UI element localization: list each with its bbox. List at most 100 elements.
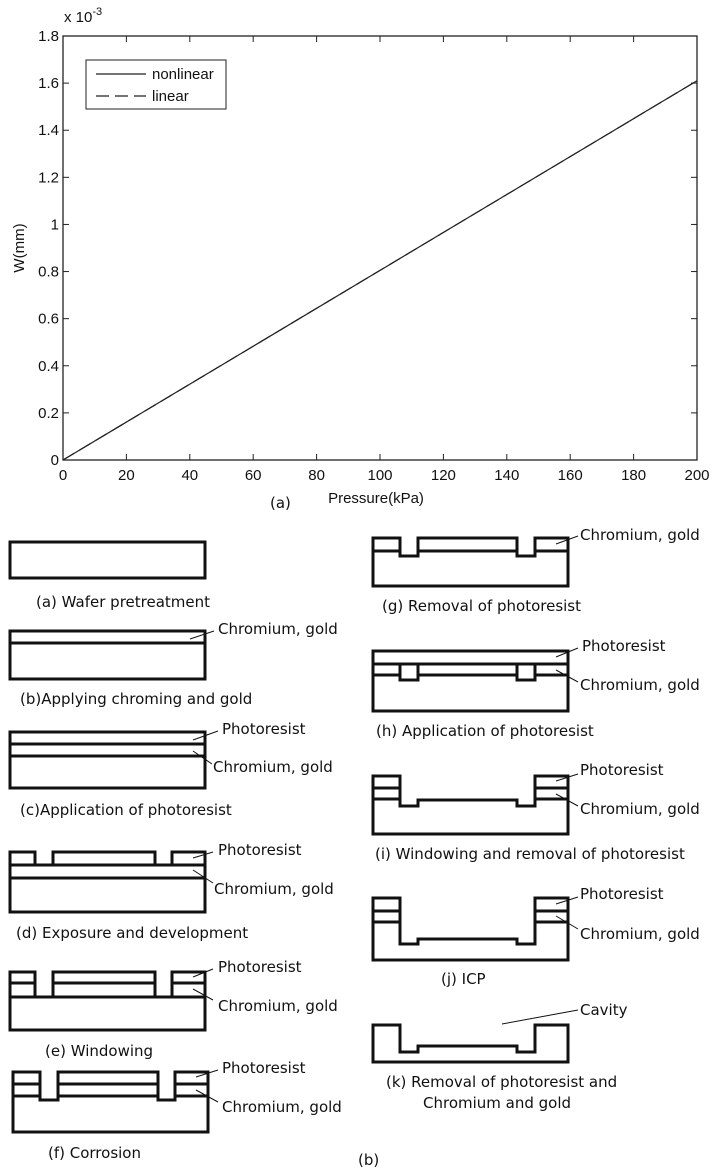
photoresist [170,850,207,867]
y-tick-label: 0.2 [38,405,59,422]
label-chromium-gold: Chromium, gold [222,1098,342,1116]
series-line-linear [62,80,698,461]
photoresist-chromium [170,970,207,999]
label-cavity: Cavity [580,1001,628,1019]
photoresist-chromium [533,896,570,924]
leader-line [555,535,579,545]
caption-g: (g) Removal of photoresist [382,597,581,615]
wafer [371,797,570,836]
leader-line [192,968,214,978]
chart-panel-label: (a) [270,494,291,512]
leader-line [192,869,214,884]
legend-label-linear: linear [152,88,189,105]
label-chromium-gold: Chromium, gold [218,997,338,1015]
wafer [11,1094,210,1134]
caption-a: (a) Wafer pretreatment [36,593,210,611]
photoresist [51,850,157,867]
photoresist-chromium [51,970,157,999]
photoresist-chromium [533,774,570,801]
label-photoresist: Photoresist [222,720,306,738]
label-chromium-gold: Chromium, gold [580,925,700,943]
y-tick-label: 1.8 [38,28,59,45]
label-chromium-gold: Chromium, gold [580,676,700,694]
caption-b: (b)Applying chroming and gold [20,690,252,708]
chart: 0 20 40 60 80 100 120 140 160 180 200 0 0.2 0.4 0.6 0.8… [11,6,710,512]
y-tick-label: 1 [51,216,59,233]
caption-c: (c)Application of photoresist [20,801,232,819]
photoresist-chromium [8,970,37,999]
caption-e: (e) Windowing [45,1042,153,1060]
x-tick-label: 100 [367,467,392,484]
legend-label-nonlinear: nonlinear [152,66,214,83]
wafer [8,995,207,1032]
caption-h: (h) Application of photoresist [376,722,594,740]
x-tick-label: 140 [494,467,519,484]
y-tick-label: 1.6 [38,75,59,92]
y-axis-label: W(mm) [11,223,28,272]
label-chromium-gold: Chromium, gold [218,620,338,638]
leader-line [501,1009,579,1025]
caption-d: (d) Exposure and development [16,924,248,942]
chromium [416,536,519,553]
legend: nonlinear linear [85,59,227,110]
y-tick-label: 0.6 [38,311,59,328]
photoresist-chromium [371,896,402,924]
caption-k: (k) Removal of photoresist and [386,1073,617,1091]
x-tick-label: 120 [431,467,456,484]
wafer [8,863,207,914]
diagram-panel-label: (b) [358,1151,379,1169]
leader-line [192,750,213,765]
x-tick-label: 200 [684,467,709,484]
wafer [8,629,207,681]
x-tick-label: 80 [308,467,325,484]
y-tick-label: 1.2 [38,169,59,186]
chromium [533,536,570,553]
caption-k-line2: Chromium and gold [423,1094,571,1112]
leader-line [555,647,579,658]
x-tick-label: 160 [558,467,583,484]
x-tick-label: 20 [118,467,135,484]
legend-box [85,59,227,110]
x-tick-label: 0 [59,467,67,484]
photoresist-chromium [56,1070,160,1098]
leader-line [192,988,214,1001]
wafer [371,673,570,713]
label-photoresist: Photoresist [222,1059,306,1077]
wafer [371,549,570,588]
photoresist-chromium [371,774,402,801]
label-chromium-gold: Chromium, gold [580,800,700,818]
wafer [8,540,207,580]
label-photoresist: Photoresist [580,761,664,779]
photoresist [371,649,570,666]
label-photoresist: Photoresist [218,958,302,976]
wafer [371,920,570,962]
leader-line [189,630,215,640]
y-tick-label: 1.4 [38,122,59,139]
leader-line [192,851,214,859]
y-tick-label: 0.8 [38,264,59,281]
wafer [371,1023,570,1064]
label-chromium-gold: Chromium, gold [580,526,700,544]
label-photoresist: Photoresist [580,885,664,903]
label-chromium-gold: Chromium, gold [213,758,333,776]
y-tick-label: 0 [51,452,59,469]
leader-line [192,730,219,741]
leader-line [555,793,579,807]
label-photoresist: Photoresist [218,841,302,859]
y-multiplier: x 10-3 [64,6,102,26]
x-axis-label: Pressure(kPa) [328,490,424,507]
chromium [371,662,402,677]
wafer [8,730,207,790]
x-tick-label: 180 [621,467,646,484]
photoresist [8,850,37,867]
x-tick-label: 40 [181,467,198,484]
leader-line [195,1069,219,1078]
y-tick-label: 0.4 [38,358,59,375]
x-tick-label: 60 [245,467,262,484]
leader-line [195,1089,219,1103]
leader-line [555,896,579,905]
leader-line [555,669,579,683]
process-diagram [8,535,579,1134]
label-chromium-gold: Chromium, gold [214,880,334,898]
